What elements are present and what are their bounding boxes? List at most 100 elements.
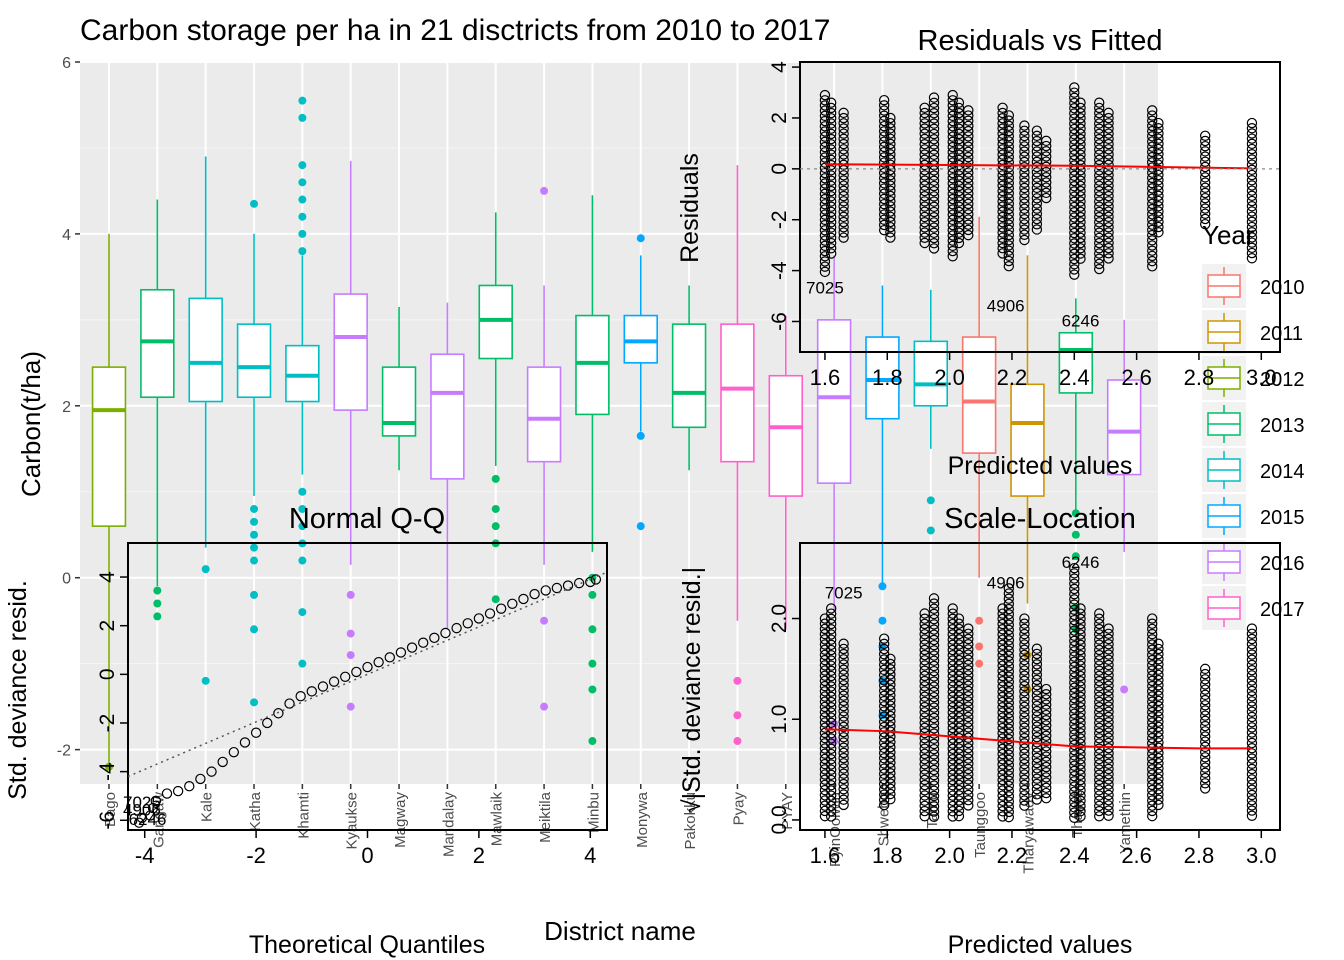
- data-point: [462, 618, 473, 629]
- data-point: [963, 120, 974, 132]
- box-pyay: [720, 165, 755, 746]
- data-point: [239, 737, 251, 748]
- y-tick-label: -6: [768, 312, 791, 331]
- data-point: [1019, 618, 1030, 629]
- data-point: [1246, 211, 1258, 222]
- data-point: [885, 700, 896, 711]
- data-point: [885, 695, 896, 706]
- data-point: [838, 768, 849, 779]
- data-point: [1041, 761, 1052, 773]
- x-tick-label: 2.8: [1184, 843, 1215, 868]
- box-outlier: [250, 504, 259, 513]
- data-point: [928, 608, 940, 620]
- data-point: [963, 722, 974, 733]
- box-body: [865, 336, 900, 420]
- x-tick-label: 2.0: [934, 365, 965, 390]
- data-point: [1147, 120, 1158, 132]
- data-point: [963, 779, 974, 790]
- x-tick-label: 1.6: [810, 843, 841, 868]
- data-point: [963, 748, 974, 759]
- data-point: [928, 764, 940, 776]
- data-point: [1246, 800, 1258, 811]
- data-point: [819, 266, 831, 278]
- box-outlier: [298, 229, 307, 238]
- data-point: [928, 795, 940, 807]
- box-katha: [236, 199, 272, 707]
- data-point: [295, 691, 306, 702]
- data-point: [1031, 125, 1043, 136]
- data-point: [885, 143, 896, 155]
- data-point: [953, 196, 965, 207]
- data-point: [1003, 603, 1015, 615]
- data-point: [825, 603, 837, 614]
- data-point: [928, 598, 940, 609]
- data-point: [1199, 752, 1211, 763]
- data-point: [928, 134, 940, 145]
- data-point: [590, 574, 602, 585]
- data-point: [878, 224, 890, 236]
- data-point: [997, 216, 1008, 228]
- data-point: [1246, 216, 1258, 228]
- data-point: [838, 118, 849, 129]
- data-point: [963, 649, 974, 660]
- data-point: [1153, 690, 1164, 701]
- point-column: [825, 603, 837, 822]
- point-label: 4906: [987, 573, 1025, 592]
- data-point: [1246, 164, 1258, 176]
- data-point: [878, 157, 890, 168]
- data-point: [928, 593, 940, 604]
- data-point: [1246, 185, 1258, 196]
- legend-label-2013: 2013: [1260, 415, 1305, 437]
- data-point: [1094, 608, 1105, 619]
- data-point: [1003, 167, 1015, 178]
- data-point: [1103, 659, 1114, 671]
- data-point: [819, 131, 831, 142]
- data-point: [1041, 715, 1052, 726]
- data-point: [1003, 583, 1015, 594]
- data-point: [947, 141, 958, 153]
- data-point: [825, 217, 837, 228]
- point-column: [878, 94, 890, 236]
- data-point: [997, 211, 1008, 223]
- box-outlier: [105, 762, 114, 771]
- data-point: [1075, 97, 1086, 108]
- data-point: [1103, 216, 1114, 228]
- data-point: [1075, 780, 1086, 791]
- rvf-panel: [799, 61, 1281, 353]
- data-point: [928, 671, 940, 682]
- data-point: [1019, 753, 1030, 765]
- point-column: [1019, 613, 1030, 811]
- data-point: [825, 702, 837, 713]
- data-point: [1075, 722, 1086, 734]
- data-point: [1103, 763, 1114, 775]
- qq-x-ticks: -4 -2 0 2 4: [135, 830, 596, 868]
- y-tick-label: 4: [768, 61, 791, 73]
- data-point: [1041, 172, 1052, 183]
- data-point: [928, 613, 940, 625]
- x-tick-label: Kyaukse: [344, 792, 361, 850]
- data-point: [1019, 790, 1030, 801]
- data-point: [963, 664, 974, 676]
- x-tick-label: 2.4: [1059, 843, 1090, 868]
- data-point: [819, 105, 831, 116]
- data-point: [819, 204, 831, 215]
- point-label: 4906: [123, 800, 161, 819]
- box-outlier: [975, 642, 984, 651]
- data-point: [825, 785, 837, 796]
- data-point: [1003, 588, 1015, 599]
- data-point: [819, 110, 831, 122]
- data-point: [838, 648, 849, 660]
- data-point: [1041, 746, 1052, 757]
- data-point: [1199, 192, 1211, 204]
- data-point: [1103, 779, 1114, 790]
- y-tick-label: 4: [96, 571, 119, 583]
- data-point: [1246, 664, 1258, 676]
- box-body: [623, 314, 658, 364]
- data-point: [928, 759, 940, 770]
- data-point: [947, 188, 958, 200]
- data-point: [1153, 726, 1164, 738]
- data-point: [1075, 696, 1086, 708]
- x-tick-label: 1.8: [872, 843, 903, 868]
- data-point: [1069, 578, 1080, 589]
